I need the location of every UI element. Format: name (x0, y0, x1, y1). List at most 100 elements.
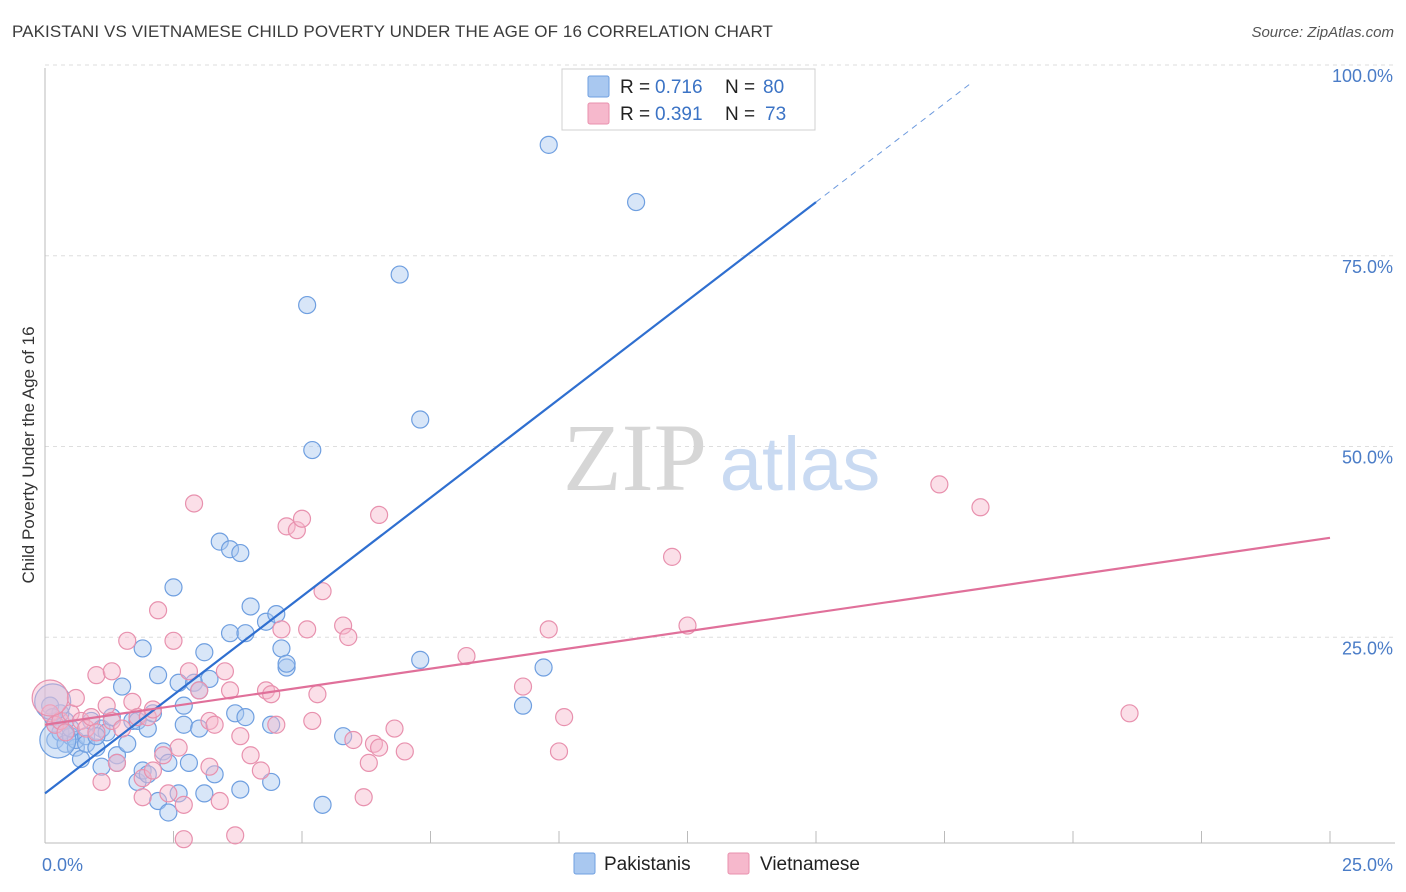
data-point-pakistanis (411, 650, 430, 669)
data-point-vietnamese (215, 662, 234, 681)
data-point-vietnamese (1120, 704, 1139, 723)
data-point-vietnamese (87, 723, 106, 742)
data-point-pakistanis (298, 295, 317, 315)
data-point-vietnamese (359, 753, 378, 772)
data-point-vietnamese (303, 711, 322, 731)
data-point-pakistanis (148, 666, 168, 685)
data-point-vietnamese (334, 616, 353, 635)
watermark: ZIP atlas (563, 404, 880, 511)
data-point-pakistanis (231, 543, 250, 563)
data-point-pakistanis (539, 135, 558, 154)
data-point-vietnamese (184, 494, 204, 513)
data-point-pakistanis (92, 757, 111, 776)
data-point-vietnamese (513, 677, 533, 696)
data-point-pakistanis (112, 677, 132, 696)
data-point-vietnamese (539, 620, 558, 639)
data-point-vietnamese (385, 719, 404, 738)
data-point-pakistanis (164, 578, 183, 597)
y-tick-label: 100.0% (1332, 66, 1393, 86)
source-label: Source: ZipAtlas.com (1251, 24, 1394, 41)
trend-line-extension-pakistanis (815, 83, 971, 203)
data-point-pakistanis (169, 784, 188, 803)
data-point-pakistanis (41, 696, 60, 715)
data-point-pakistanis (220, 540, 240, 559)
data-point-vietnamese (313, 582, 332, 601)
y-tick-label: 25.0% (1342, 638, 1393, 658)
data-point-vietnamese (87, 666, 106, 685)
bottom-legend-swatch-vietnamese[interactable] (727, 852, 750, 875)
data-point-pakistanis (236, 708, 255, 727)
data-point-pakistanis (390, 265, 409, 284)
trend-line-vietnamese (44, 536, 1331, 726)
data-point-pakistanis (87, 727, 106, 746)
data-point-vietnamese (123, 692, 142, 711)
data-point-vietnamese (107, 753, 127, 772)
trend-lines (44, 83, 1331, 795)
y-tick-label: 50.0% (1342, 448, 1393, 468)
data-point-vietnamese (56, 723, 75, 742)
data-point-vietnamese (174, 795, 193, 814)
data-point-pakistanis (241, 597, 260, 616)
data-point-vietnamese (277, 517, 296, 536)
bottom-legend-label-vietnamese[interactable]: Vietnamese (760, 854, 860, 875)
data-point-vietnamese (154, 746, 173, 765)
data-point-pakistanis (220, 624, 240, 643)
data-point-vietnamese (133, 788, 152, 807)
data-point-pakistanis (303, 440, 322, 460)
data-point-pakistanis (159, 803, 178, 822)
bottom-legend-label-pakistanis[interactable]: Pakistanis (604, 854, 691, 875)
bottom-legend-swatch-pakistanis[interactable] (573, 852, 596, 875)
grid (45, 64, 1395, 638)
data-point-vietnamese (118, 631, 137, 650)
data-point-vietnamese (210, 791, 229, 811)
data-point-vietnamese (179, 662, 199, 681)
legend-r-value-vietnamese: 0.391 (655, 104, 703, 125)
data-point-vietnamese (226, 826, 245, 845)
data-point-vietnamese (370, 505, 389, 525)
data-point-pakistanis (200, 669, 219, 689)
data-point-vietnamese (133, 769, 152, 788)
data-point-vietnamese (292, 509, 312, 528)
data-point-vietnamese (262, 685, 281, 704)
data-point-vietnamese (457, 646, 476, 666)
legend-swatch-vietnamese (587, 102, 610, 125)
data-point-vietnamese (200, 757, 219, 776)
data-point-pakistanis (334, 727, 353, 746)
data-point-pakistanis (107, 746, 127, 765)
y-tick-label: 75.0% (1342, 257, 1393, 277)
data-point-pakistanis (179, 753, 199, 772)
data-point-vietnamese (272, 620, 291, 639)
data-point-vietnamese (339, 627, 358, 647)
data-point-pakistanis (154, 742, 173, 761)
data-point-vietnamese (231, 727, 250, 746)
x-tick-label-min: 0.0% (42, 855, 83, 875)
data-point-pakistanis (195, 784, 214, 803)
x-tick-label-max: 25.0% (1342, 855, 1393, 875)
data-point-vietnamese (555, 708, 574, 727)
data-point-vietnamese (930, 475, 949, 494)
data-point-vietnamese (102, 662, 121, 681)
data-point-pakistanis (210, 532, 229, 551)
data-point-vietnamese (287, 521, 306, 540)
data-point-vietnamese (662, 547, 682, 566)
data-point-pakistanis (313, 795, 332, 814)
legend-r-value-pakistanis: 0.716 (655, 77, 703, 98)
data-point-pakistanis (411, 410, 430, 429)
legend-swatch-pakistanis (587, 75, 610, 98)
data-point-vietnamese (308, 685, 327, 704)
data-point-vietnamese (92, 772, 111, 792)
data-point-vietnamese (97, 696, 116, 715)
data-point-pakistanis (262, 715, 281, 734)
data-point-pakistanis (190, 719, 209, 738)
legend-n-value-vietnamese: 73 (765, 104, 786, 125)
x-tick-labels: 0.0% 25.0% (42, 855, 1393, 875)
data-point-pakistanis (262, 772, 281, 792)
data-point-vietnamese (971, 498, 990, 517)
bottom-legend: Pakistanis Vietnamese (573, 852, 860, 875)
data-point-vietnamese (148, 601, 168, 620)
data-point-vietnamese (370, 738, 389, 757)
legend-r-label-2: R = (620, 104, 650, 125)
data-point-vietnamese (205, 715, 224, 734)
y-axis-label: Child Poverty Under the Age of 16 (19, 326, 38, 583)
